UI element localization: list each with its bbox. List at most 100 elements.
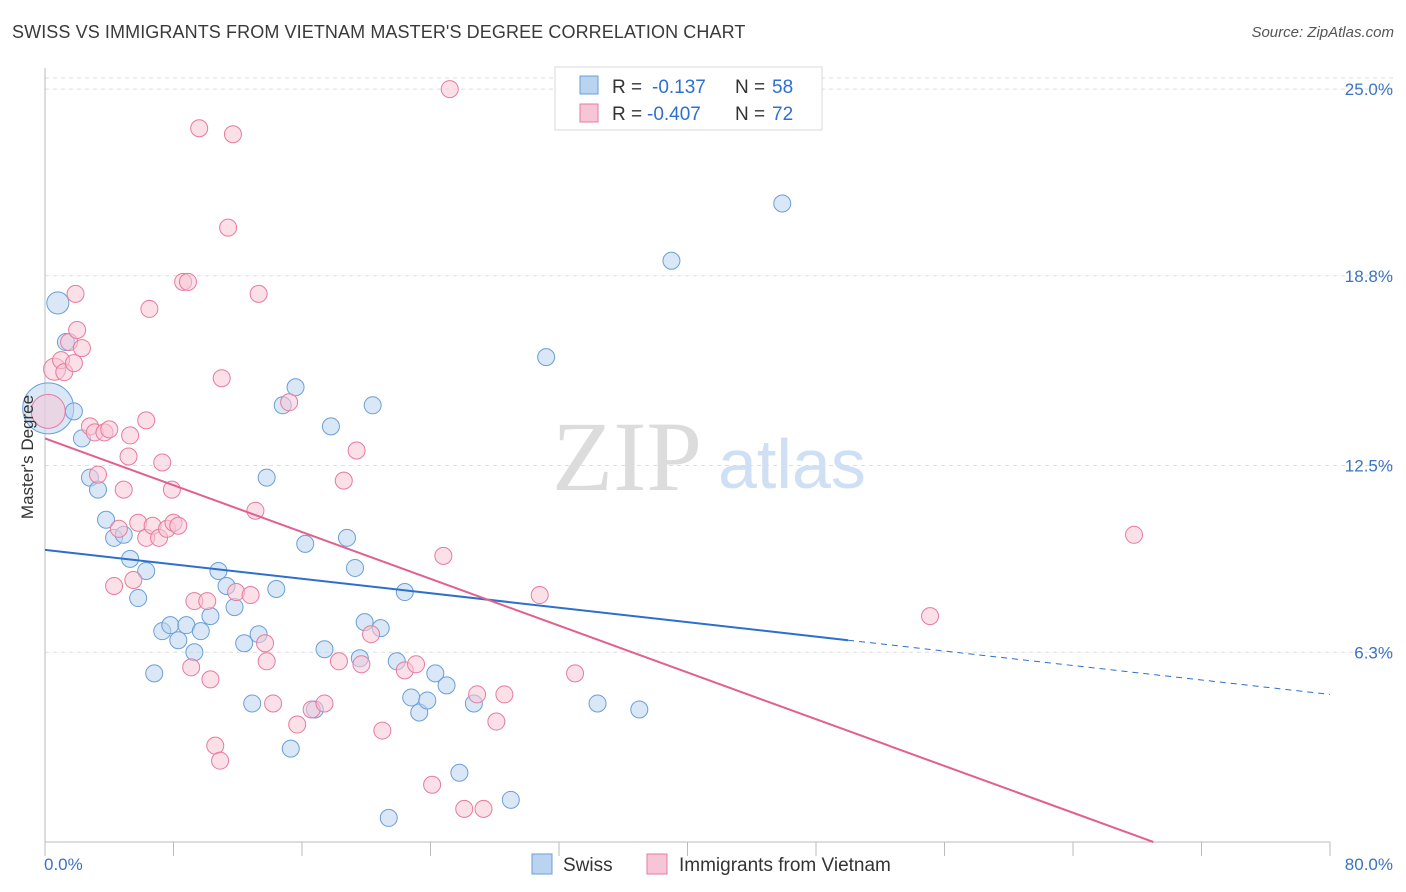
vietnam-point xyxy=(89,465,108,484)
vietnam-point xyxy=(30,393,66,429)
swiss-point xyxy=(588,694,607,713)
vietnam-point xyxy=(219,218,238,237)
swiss-point xyxy=(395,583,414,602)
swiss-point xyxy=(321,417,340,436)
y-tick-labels: 6.3% 12.5% 18.8% 25.0% xyxy=(1345,80,1393,662)
legend-swatch-swiss xyxy=(579,75,599,95)
vietnam-point xyxy=(256,634,275,653)
vietnam-point xyxy=(434,546,453,565)
swiss-point xyxy=(315,640,334,659)
swiss-point xyxy=(97,510,116,529)
vietnam-point xyxy=(468,685,487,704)
vietnam-point xyxy=(246,501,265,520)
legend-r-label-swiss: R = xyxy=(612,77,642,98)
y-tick-label: 6.3% xyxy=(1354,643,1393,662)
swiss-point xyxy=(137,561,156,580)
vietnam-point xyxy=(66,284,85,303)
vietnam-point xyxy=(114,480,133,499)
data-points xyxy=(22,80,1144,827)
x-tick-max: 80.0% xyxy=(1345,855,1393,874)
vietnam-point xyxy=(198,592,217,611)
vietnam-point xyxy=(211,751,230,770)
swiss-point xyxy=(281,739,300,758)
chart-title: SWISS VS IMMIGRANTS FROM VIETNAM MASTER'… xyxy=(12,22,746,42)
vietnam-point xyxy=(280,393,299,412)
legend-n-label-vietnam: N = xyxy=(735,104,765,125)
vietnam-point xyxy=(329,652,348,671)
vietnam-point xyxy=(487,712,506,731)
vietnam-point xyxy=(178,272,197,291)
swiss-point xyxy=(773,194,792,213)
vietnam-point xyxy=(241,586,260,605)
swiss-point xyxy=(296,534,315,553)
swiss-point xyxy=(161,616,180,635)
swiss-point xyxy=(437,676,456,695)
vietnam-point xyxy=(64,354,83,373)
vietnam-point xyxy=(201,670,220,689)
vietnam-point xyxy=(121,426,140,445)
vietnam-point xyxy=(119,447,138,466)
vietnam-trend-line xyxy=(44,437,1154,843)
swiss-point xyxy=(346,558,365,577)
legend-n-value-vietnam: 72 xyxy=(772,104,793,125)
legend-box xyxy=(554,66,823,131)
vietnam-point xyxy=(169,516,188,535)
swiss-point xyxy=(191,622,210,641)
vietnam-point xyxy=(288,715,307,734)
y-tick-label: 25.0% xyxy=(1345,80,1393,99)
swiss-point xyxy=(257,468,276,487)
vietnam-point xyxy=(407,655,426,674)
vietnam-point xyxy=(137,411,156,430)
vietnam-point xyxy=(347,441,366,460)
swiss-point xyxy=(89,480,108,499)
swiss-trend-line xyxy=(44,548,849,642)
y-tick-label: 18.8% xyxy=(1345,267,1393,286)
swiss-point xyxy=(450,763,469,782)
vietnam-point xyxy=(182,658,201,677)
vietnam-point xyxy=(257,652,276,671)
swiss-point xyxy=(64,402,83,421)
vietnam-point xyxy=(455,799,474,818)
swiss-trend-extension xyxy=(848,639,1331,695)
vietnam-point xyxy=(249,284,268,303)
top-legend: R = -0.137 N = 58 R = -0.407 N = 72 xyxy=(554,66,823,131)
vietnam-point xyxy=(100,420,119,439)
bottom-legend-vietnam: Immigrants from Vietnam xyxy=(679,855,891,876)
swiss-point xyxy=(243,694,262,713)
swiss-point xyxy=(501,790,520,809)
vietnam-point xyxy=(109,519,128,538)
axes xyxy=(44,68,1331,856)
vietnam-point xyxy=(566,664,585,683)
vietnam-point xyxy=(495,685,514,704)
swiss-point xyxy=(630,700,649,719)
bottom-legend-swiss: Swiss xyxy=(563,855,613,876)
vietnam-point xyxy=(423,775,442,794)
vietnam-point xyxy=(206,736,225,755)
bottom-legend-swatch-vietnam xyxy=(646,853,668,875)
vietnam-point xyxy=(68,321,87,340)
source-label: Source: ZipAtlas.com xyxy=(1251,24,1394,41)
swiss-point xyxy=(201,607,220,626)
bottom-legend: Swiss Immigrants from Vietnam xyxy=(531,853,891,876)
watermark-atlas: atlas xyxy=(718,425,866,503)
swiss-point xyxy=(46,291,70,315)
legend-n-value-swiss: 58 xyxy=(772,77,793,98)
swiss-point xyxy=(363,396,382,415)
legend-swatch-vietnam xyxy=(579,103,599,123)
swiss-point xyxy=(418,691,437,710)
y-tick-label: 12.5% xyxy=(1345,457,1393,476)
y-axis-label: Master's Degree xyxy=(18,395,37,519)
swiss-point xyxy=(426,664,445,683)
vietnam-point xyxy=(530,586,549,605)
swiss-point xyxy=(379,808,398,827)
swiss-point xyxy=(225,598,244,617)
vietnam-point xyxy=(212,369,231,388)
vietnam-point xyxy=(140,299,159,318)
vietnam-point xyxy=(373,721,392,740)
vietnam-point xyxy=(124,570,143,589)
watermark-zip: ZIP xyxy=(552,401,702,512)
swiss-point xyxy=(185,643,204,662)
swiss-point xyxy=(169,631,188,650)
vietnam-point xyxy=(315,694,334,713)
